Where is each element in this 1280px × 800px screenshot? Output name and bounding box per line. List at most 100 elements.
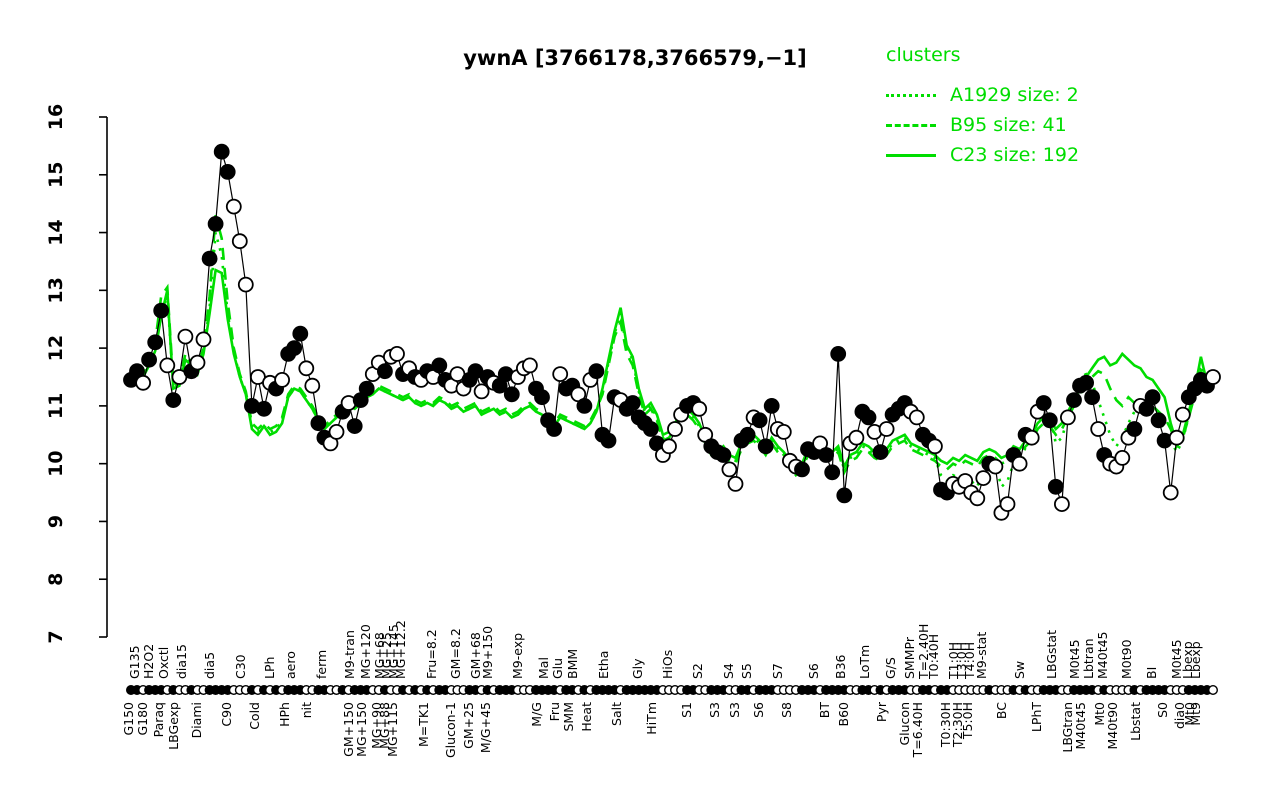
x-axis-label-bottom: M40t90 — [1105, 702, 1120, 750]
data-point-filled — [588, 363, 605, 380]
x-axis-label-top: C30 — [233, 654, 248, 679]
x-axis-label-bottom: T5:0H — [960, 702, 975, 740]
data-point-open — [927, 438, 943, 455]
data-point-filled — [576, 397, 593, 414]
x-axis-label-bottom: Lbstat — [1128, 702, 1143, 741]
y-axis-tick-label: 15 — [45, 162, 67, 188]
x-axis-label-bottom: M/G — [529, 702, 544, 727]
x-axis-label-top: GM+68 — [468, 632, 483, 679]
x-axis-label-bottom: HPh — [277, 702, 292, 727]
data-point-filled — [153, 302, 170, 319]
data-point-filled — [860, 409, 877, 426]
data-point-filled — [751, 412, 768, 429]
y-axis-tick-label: 9 — [45, 515, 67, 528]
data-point-open — [1060, 409, 1076, 426]
data-point-open — [661, 438, 677, 455]
data-point-open — [1090, 421, 1107, 437]
data-point-open — [667, 421, 683, 437]
x-axis-label-top: Lbexp — [1180, 641, 1195, 679]
x-axis-label-top: M9-exp — [510, 633, 525, 679]
x-axis-label-bottom: nit — [299, 702, 314, 718]
data-point-open — [298, 360, 315, 377]
data-point-filled — [1126, 421, 1143, 437]
series-B95-line — [130, 214, 1215, 478]
legend-label: C23 size: 192 — [950, 144, 1080, 166]
x-axis-label-bottom: Cold — [247, 702, 262, 730]
x-axis-label-bottom: S8 — [779, 702, 794, 718]
data-point-open — [1114, 449, 1131, 466]
x-axis-label-bottom: LBGtran — [1060, 702, 1075, 753]
x-axis-label-top: GM=8.2 — [448, 628, 463, 679]
data-point-filled — [310, 415, 327, 432]
x-axis-label-bottom: MG+88 — [377, 702, 392, 749]
x-axis-label-bottom: Diami — [189, 702, 204, 738]
data-point-open — [237, 276, 254, 293]
x-axis-label-bottom: G180 — [135, 702, 150, 736]
x-axis-label-top: LBGstat — [1044, 630, 1059, 679]
data-point-open — [908, 409, 925, 426]
x-axis-label-bottom: BC — [994, 702, 1009, 719]
data-point-open — [195, 331, 212, 348]
x-axis-label-top: M0t45 — [1067, 639, 1082, 679]
x-axis-label-top: T4:0H — [962, 642, 977, 680]
data-point-open — [177, 328, 194, 345]
y-axis-tick-label: 10 — [45, 450, 67, 476]
data-point-open — [231, 233, 248, 250]
data-point-open — [969, 490, 986, 507]
data-point-filled — [1041, 412, 1058, 429]
x-axis-label-top: MG+25 — [379, 632, 394, 679]
data-point-filled — [1144, 389, 1161, 406]
x-axis-label-bottom: Pyr — [874, 701, 889, 722]
data-point-filled — [818, 447, 834, 463]
y-axis-tick-label: 7 — [45, 630, 67, 643]
x-axis-label-top: ferm — [314, 650, 329, 679]
data-point-open — [999, 496, 1016, 513]
data-point-filled — [1078, 374, 1094, 391]
y-axis-tick-label: 16 — [45, 104, 67, 130]
legend-header: clusters — [886, 44, 961, 66]
x-axis-label-bottom: S0 — [1155, 702, 1170, 718]
x-axis-label-top: G/S — [883, 657, 898, 679]
x-axis-label-top: Sw — [1012, 661, 1027, 679]
data-point-open — [1054, 496, 1070, 513]
data-point-filled — [213, 143, 230, 160]
x-axis-label-bottom: G150 — [121, 702, 136, 736]
x-axis-label-bottom: HiTm — [644, 702, 659, 735]
legend-label: B95 size: 41 — [950, 114, 1067, 136]
x-axis-label-top: dia5 — [202, 652, 217, 679]
data-point-filled — [836, 487, 853, 504]
x-axis-label-top: Gly — [630, 658, 645, 679]
legend-item-a1929: A1929 size: 2 — [886, 80, 1079, 110]
data-point-open — [1168, 429, 1185, 446]
x-axis-label-top: BI — [1144, 667, 1159, 679]
x-axis-label-bottom: T0:30H — [938, 702, 953, 748]
x-axis-label-bottom: GM+25 — [461, 702, 476, 749]
data-point-filled — [1066, 392, 1082, 409]
x-axis-label-top: S4 — [721, 663, 736, 679]
legend-item-c23: C23 size: 192 — [886, 140, 1079, 170]
data-point-filled — [219, 163, 236, 180]
x-axis-label-top: HiOs — [660, 650, 675, 679]
x-axis-label-top: T=2.40H — [916, 624, 931, 680]
x-axis-label-bottom: T=6.40H — [910, 702, 925, 758]
x-axis-label-top: Fru=8.2 — [424, 629, 439, 679]
data-point-filled — [431, 357, 448, 374]
x-axis-label-top: MG+12.2 — [393, 620, 408, 679]
solid-line-icon — [886, 153, 936, 157]
data-point-filled — [715, 447, 732, 463]
data-point-open — [389, 345, 405, 362]
x-axis-label-bottom: B60 — [836, 702, 851, 727]
x-axis-label-top: MG+145 — [386, 624, 401, 679]
data-point-filled — [872, 444, 889, 461]
data-point-filled — [292, 325, 309, 342]
x-axis-label-top: S2 — [690, 663, 705, 679]
x-axis-label-bottom: MG+90 — [369, 702, 384, 749]
data-point-open — [159, 357, 176, 374]
dashed-line-icon — [886, 123, 936, 127]
x-axis-label-bottom: S3 — [707, 702, 722, 718]
data-point-filled — [830, 345, 847, 362]
x-axis-label-top: dia15 — [174, 644, 189, 679]
x-axis-label-top: Etha — [596, 651, 611, 679]
x-axis-label-top: aero — [283, 651, 298, 679]
x-axis-label-top: M9+150 — [480, 626, 495, 679]
